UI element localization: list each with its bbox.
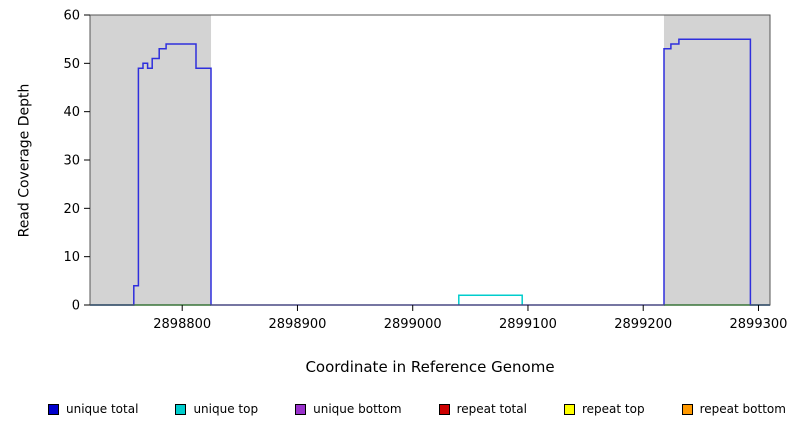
legend-item-repeat-top: repeat top <box>563 402 645 416</box>
x-axis-title: Coordinate in Reference Genome <box>305 358 555 376</box>
legend-swatch-repeat-bottom <box>681 403 693 415</box>
legend-item-repeat-bottom: repeat bottom <box>681 402 786 416</box>
shaded-region-right-flank <box>663 15 770 305</box>
legend-label: unique total <box>66 402 139 416</box>
x-tick-label: 2899100 <box>499 317 557 332</box>
legend-label: repeat top <box>581 402 645 416</box>
y-axis-title: Read Coverage Depth <box>16 83 33 238</box>
series-unique-top <box>458 294 523 305</box>
y-tick-label: 0 <box>72 299 80 314</box>
y-tick-label: 50 <box>63 57 80 72</box>
legend-item-unique-total: unique total <box>48 402 138 416</box>
legend-item-repeat-total: repeat total <box>438 402 527 416</box>
axes: 2898800 2898900 2899000 2899100 2899200 28993… <box>63 9 787 333</box>
y-tick-label: 30 <box>63 154 80 169</box>
legend-swatch-unique-top <box>175 403 187 415</box>
legend-label: unique bottom <box>313 402 402 416</box>
x-tick-label: 2899300 <box>730 317 788 332</box>
shaded-regions <box>90 15 770 305</box>
legend-swatch-repeat-total <box>438 403 450 415</box>
legend-label: repeat total <box>456 402 527 416</box>
legend-item-unique-bottom: unique bottom <box>295 402 402 416</box>
series-unique-total <box>90 38 770 306</box>
y-tick-label: 10 <box>63 250 80 265</box>
legend: unique total unique top unique bottom repea… <box>48 398 786 420</box>
y-tick-label: 60 <box>63 9 80 24</box>
legend-swatch-unique-total <box>48 403 59 415</box>
plot-canvas: 2898800 2898900 2899000 2899100 2899200 28993… <box>63 9 787 333</box>
legend-swatch-unique-bottom <box>295 403 307 415</box>
x-tick-label: 2898900 <box>269 317 327 332</box>
shaded-region-left-flank <box>90 15 212 305</box>
legend-label: repeat bottom <box>699 402 786 416</box>
x-tick-label: 2899000 <box>384 317 442 332</box>
y-tick-label: 20 <box>63 202 80 217</box>
legend-label: unique top <box>193 402 259 416</box>
y-tick-label: 40 <box>63 105 80 120</box>
x-tick-label: 2899200 <box>614 317 672 332</box>
x-tick-label: 2898800 <box>153 317 211 332</box>
legend-swatch-repeat-top <box>563 403 575 415</box>
legend-item-unique-top: unique top <box>175 402 258 416</box>
